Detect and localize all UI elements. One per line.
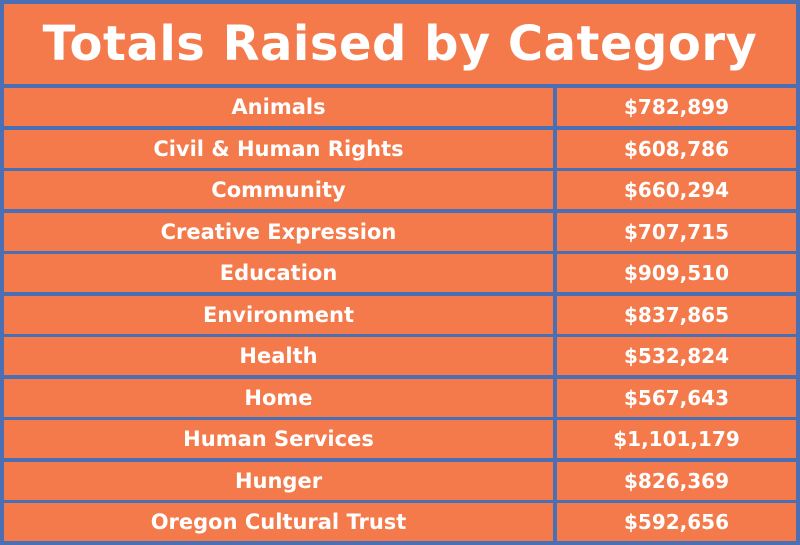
title-box: Totals Raised by Category bbox=[4, 4, 796, 84]
amount-cell: $592,656 bbox=[557, 503, 796, 541]
amount-cell: $567,643 bbox=[557, 378, 796, 417]
table-row: Hunger $826,369 bbox=[4, 461, 796, 500]
category-cell: Oregon Cultural Trust bbox=[4, 503, 553, 541]
table-row: Environment $837,865 bbox=[4, 295, 796, 334]
category-cell: Health bbox=[4, 337, 553, 375]
category-cell: Creative Expression bbox=[4, 212, 553, 251]
amount-cell: $1,101,179 bbox=[557, 420, 796, 458]
amount-cell: $707,715 bbox=[557, 212, 796, 251]
table-body: Animals $782,899 Civil & Human Rights $608,… bbox=[4, 88, 796, 545]
category-cell: Education bbox=[4, 254, 553, 292]
table-row: Community $660,294 bbox=[4, 171, 796, 209]
category-cell: Hunger bbox=[4, 461, 553, 500]
amount-cell: $532,824 bbox=[557, 337, 796, 375]
table-row: Creative Expression $707,715 bbox=[4, 212, 796, 251]
amount-cell: $782,899 bbox=[557, 88, 796, 126]
table-row: Civil & Human Rights $608,786 bbox=[4, 129, 796, 168]
table-row: Animals $782,899 bbox=[4, 88, 796, 126]
category-cell: Human Services bbox=[4, 420, 553, 458]
table-title: Totals Raised by Category bbox=[42, 16, 758, 72]
amount-cell: $660,294 bbox=[557, 171, 796, 209]
amount-cell: $826,369 bbox=[557, 461, 796, 500]
table-row: Education $909,510 bbox=[4, 254, 796, 292]
table-row: Health $532,824 bbox=[4, 337, 796, 375]
category-cell: Community bbox=[4, 171, 553, 209]
category-cell: Animals bbox=[4, 88, 553, 126]
category-cell: Home bbox=[4, 378, 553, 417]
category-cell: Environment bbox=[4, 295, 553, 334]
amount-cell: $909,510 bbox=[557, 254, 796, 292]
amount-cell: $837,865 bbox=[557, 295, 796, 334]
table-row: Home $567,643 bbox=[4, 378, 796, 417]
amount-cell: $608,786 bbox=[557, 129, 796, 168]
table-row: Oregon Cultural Trust $592,656 bbox=[4, 503, 796, 541]
category-cell: Civil & Human Rights bbox=[4, 129, 553, 168]
table-row: Human Services $1,101,179 bbox=[4, 420, 796, 458]
